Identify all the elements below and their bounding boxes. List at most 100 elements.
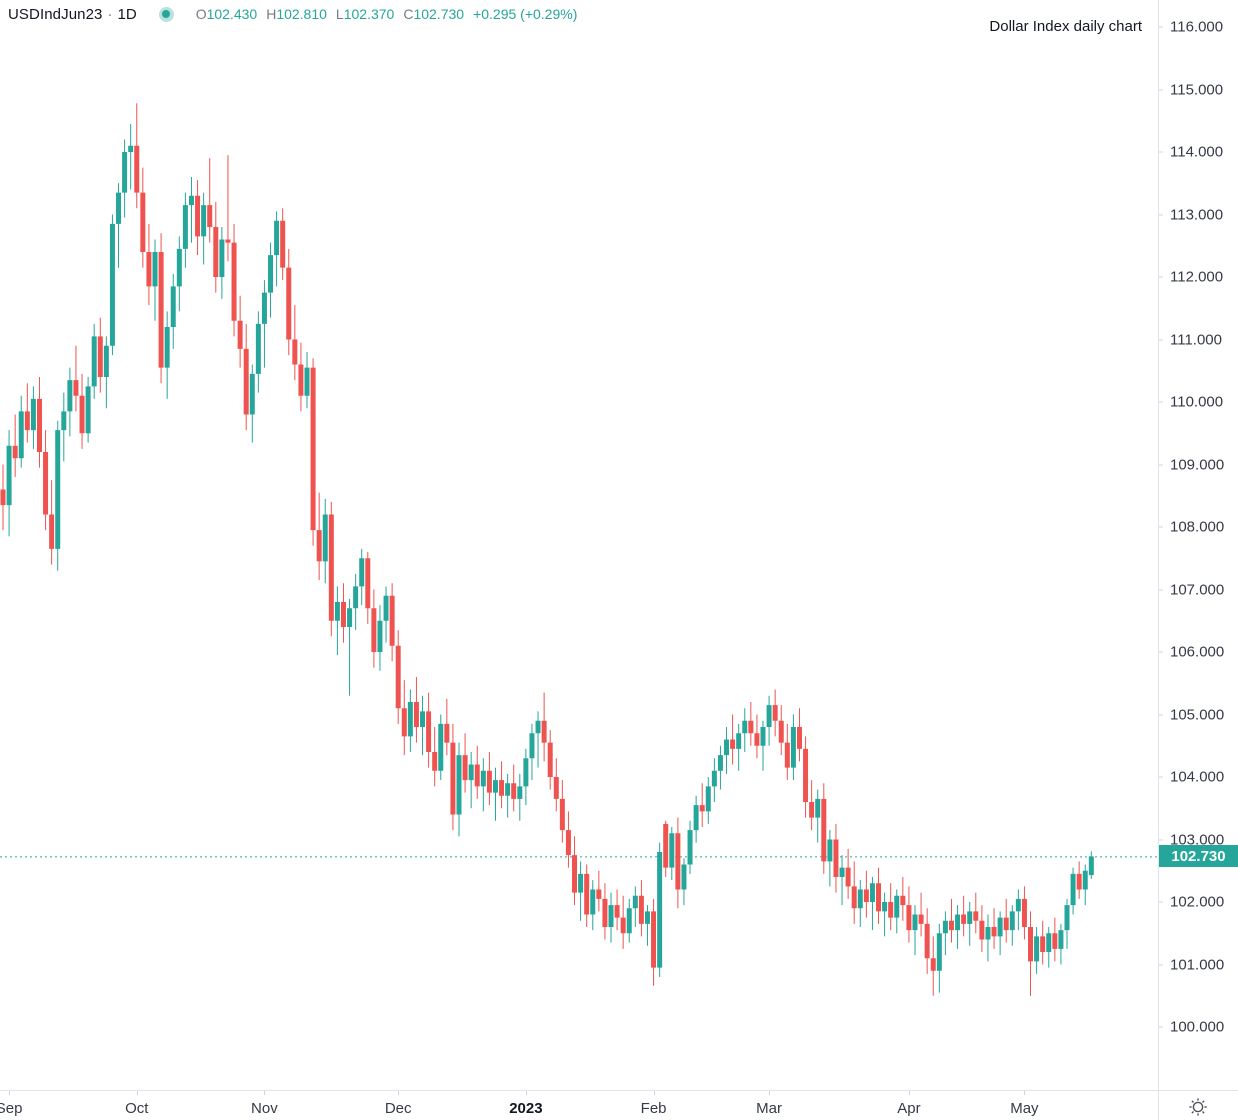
candle[interactable] xyxy=(176,236,182,312)
price-axis[interactable]: 116.000 115.000 114.000 113.000 112.000 111.0… xyxy=(1159,0,1238,1090)
candle[interactable] xyxy=(803,736,809,818)
candle[interactable] xyxy=(134,103,140,209)
candle[interactable] xyxy=(371,589,377,668)
candle[interactable] xyxy=(213,202,219,293)
candle[interactable] xyxy=(310,358,316,546)
candle[interactable] xyxy=(669,827,675,881)
candle[interactable] xyxy=(997,911,1003,956)
candle[interactable] xyxy=(687,820,693,874)
time-axis[interactable]: Sep Oct Nov Dec 2023 Feb Mar Apr May xyxy=(0,1091,1158,1120)
candle[interactable] xyxy=(30,386,36,449)
candle[interactable] xyxy=(286,248,292,356)
candle[interactable] xyxy=(602,883,608,940)
candle[interactable] xyxy=(827,830,833,887)
candle[interactable] xyxy=(164,311,170,399)
candle[interactable] xyxy=(365,552,371,624)
candle[interactable] xyxy=(736,723,742,771)
candle[interactable] xyxy=(413,677,419,743)
candle[interactable] xyxy=(359,548,365,606)
candle[interactable] xyxy=(292,305,298,381)
candle[interactable] xyxy=(420,695,426,756)
candle[interactable] xyxy=(505,773,511,818)
candle[interactable] xyxy=(280,208,286,281)
candle[interactable] xyxy=(426,692,432,768)
candle[interactable] xyxy=(79,373,85,449)
candle[interactable] xyxy=(261,280,267,368)
candle[interactable] xyxy=(766,695,772,746)
candle[interactable] xyxy=(918,892,924,937)
candle[interactable] xyxy=(316,492,322,581)
candle[interactable] xyxy=(821,783,827,874)
candle[interactable] xyxy=(219,227,225,299)
candle[interactable] xyxy=(103,336,109,409)
candle[interactable] xyxy=(444,698,450,756)
candle[interactable] xyxy=(61,392,67,462)
candle[interactable] xyxy=(322,498,328,584)
candle[interactable] xyxy=(523,748,529,806)
candle[interactable] xyxy=(1088,851,1094,879)
candle[interactable] xyxy=(973,892,979,934)
candle[interactable] xyxy=(930,936,936,996)
candle[interactable] xyxy=(1021,886,1027,940)
candle[interactable] xyxy=(742,708,748,752)
candle[interactable] xyxy=(1082,864,1088,906)
candle[interactable] xyxy=(851,861,857,924)
candle[interactable] xyxy=(961,895,967,937)
candle[interactable] xyxy=(876,867,882,924)
candle[interactable] xyxy=(936,923,942,993)
candle[interactable] xyxy=(784,723,790,781)
candle[interactable] xyxy=(1052,917,1058,962)
candle[interactable] xyxy=(1040,920,1046,965)
candle[interactable] xyxy=(298,342,304,412)
candle[interactable] xyxy=(778,705,784,756)
candle[interactable] xyxy=(395,630,401,724)
candle[interactable] xyxy=(328,502,334,637)
candle[interactable] xyxy=(985,914,991,962)
candle[interactable] xyxy=(353,573,359,631)
candle[interactable] xyxy=(188,177,194,243)
candle[interactable] xyxy=(517,773,523,821)
candle[interactable] xyxy=(274,211,280,287)
candle[interactable] xyxy=(559,780,565,843)
candle[interactable] xyxy=(572,836,578,906)
candle[interactable] xyxy=(590,880,596,931)
candle[interactable] xyxy=(839,855,845,906)
candle[interactable] xyxy=(146,223,152,306)
candle[interactable] xyxy=(809,780,815,831)
candle[interactable] xyxy=(948,898,954,943)
candle[interactable] xyxy=(900,877,906,921)
candle[interactable] xyxy=(499,761,505,809)
candle[interactable] xyxy=(626,898,632,943)
candle[interactable] xyxy=(1070,867,1076,915)
candle[interactable] xyxy=(632,886,638,927)
candle[interactable] xyxy=(116,183,122,268)
candle[interactable] xyxy=(152,239,158,321)
candle[interactable] xyxy=(389,583,395,662)
candle[interactable] xyxy=(511,764,517,812)
candle[interactable] xyxy=(675,817,681,909)
candle[interactable] xyxy=(730,714,736,765)
candle[interactable] xyxy=(85,377,91,443)
candlestick-chart[interactable] xyxy=(0,0,1158,1090)
candle[interactable] xyxy=(1046,927,1052,968)
candle[interactable] xyxy=(857,880,863,927)
candle[interactable] xyxy=(529,723,535,781)
candle[interactable] xyxy=(681,858,687,906)
candle[interactable] xyxy=(553,758,559,812)
timeframe-label[interactable]: 1D xyxy=(117,5,137,23)
candle[interactable] xyxy=(754,714,760,759)
candle[interactable] xyxy=(906,886,912,943)
candle[interactable] xyxy=(182,192,188,268)
candle[interactable] xyxy=(614,889,620,931)
candle[interactable] xyxy=(243,323,249,431)
candle[interactable] xyxy=(24,383,30,443)
candle[interactable] xyxy=(760,720,766,771)
candle[interactable] xyxy=(43,430,49,531)
candle[interactable] xyxy=(979,905,985,952)
candle[interactable] xyxy=(790,714,796,781)
candle[interactable] xyxy=(486,752,492,806)
candle[interactable] xyxy=(377,605,383,671)
candle[interactable] xyxy=(955,905,961,949)
candle[interactable] xyxy=(644,905,650,946)
candle[interactable] xyxy=(596,870,602,912)
